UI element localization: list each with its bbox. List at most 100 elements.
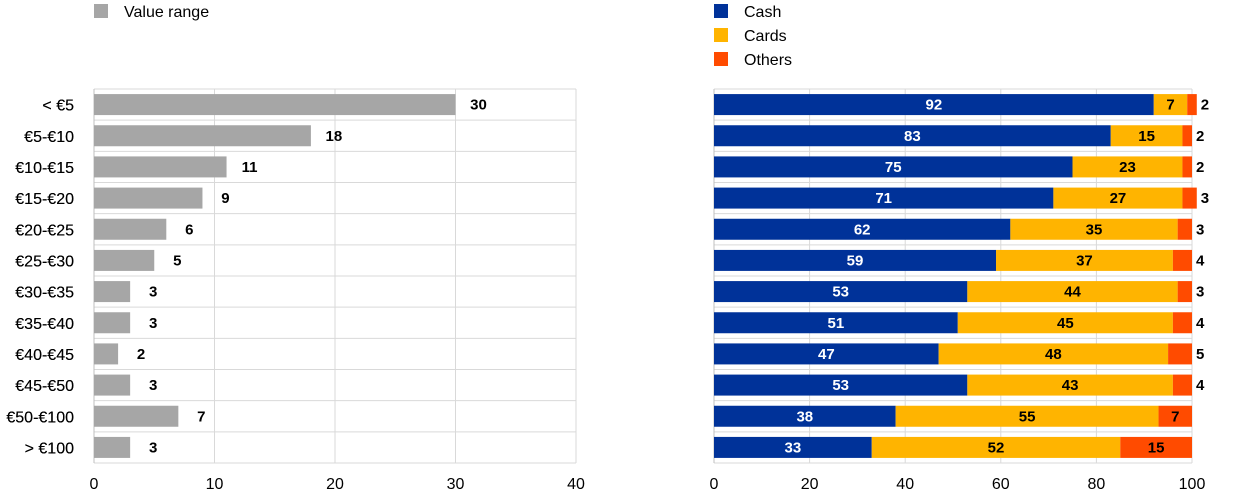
x-tick-label: 40	[567, 476, 585, 493]
category-label: €35-€40	[15, 316, 74, 333]
bar	[1120, 436, 1192, 458]
data-label: 62	[854, 221, 871, 238]
category-label: > €100	[25, 440, 74, 457]
legend-swatch	[714, 28, 728, 42]
bar	[1053, 187, 1183, 209]
bar	[967, 281, 1178, 303]
data-label: 3	[149, 315, 157, 332]
legend-label: Cards	[744, 28, 787, 45]
bar	[967, 374, 1173, 396]
legend-label: Cash	[744, 4, 781, 21]
category-label: €40-€45	[15, 347, 74, 364]
data-label: 3	[149, 284, 157, 301]
data-label: 3	[1201, 190, 1209, 207]
x-tick-label: 0	[90, 476, 99, 493]
bar	[1168, 343, 1192, 365]
category-label: €35-€40	[15, 316, 74, 333]
bar	[94, 281, 131, 303]
bar	[938, 343, 1169, 365]
data-label: 53	[832, 377, 849, 394]
data-label: 7	[1166, 97, 1174, 114]
data-label: 30	[470, 97, 487, 114]
bar	[957, 312, 1173, 334]
data-label: 15	[1148, 439, 1165, 456]
bar	[871, 436, 1121, 458]
bar	[94, 312, 131, 334]
data-label: 3	[149, 377, 157, 394]
bar	[714, 281, 968, 303]
category-label: < €5	[42, 98, 74, 115]
data-label: 5	[173, 252, 181, 269]
bar	[1177, 218, 1192, 240]
data-label: 43	[1062, 377, 1079, 394]
bar	[714, 405, 896, 427]
bar	[714, 343, 939, 365]
bar	[1110, 125, 1183, 147]
x-tick-label: 30	[447, 476, 465, 493]
data-label: 18	[326, 128, 343, 145]
bar	[714, 218, 1011, 240]
bar	[94, 249, 155, 271]
x-tick-label: 10	[206, 476, 224, 493]
bar	[996, 249, 1173, 271]
data-label: 4	[1196, 377, 1205, 394]
data-label: 48	[1045, 346, 1062, 363]
legend-label: Value range	[124, 4, 209, 21]
bar	[94, 187, 203, 209]
category-label: €30-€35	[15, 285, 74, 302]
bar	[714, 125, 1111, 147]
category-label: €25-€30	[15, 253, 74, 270]
bar	[714, 374, 968, 396]
data-label: 37	[1076, 252, 1093, 269]
category-label: €50-€100	[6, 409, 74, 426]
bar	[714, 436, 872, 458]
data-label: 71	[875, 190, 892, 207]
x-tick-label: 80	[1088, 476, 1106, 493]
bar	[94, 374, 131, 396]
category-label: €5-€10	[24, 129, 74, 146]
bar	[1187, 94, 1197, 116]
category-label: €15-€20	[15, 191, 74, 208]
category-label: €25-€30	[15, 253, 74, 270]
data-label: 23	[1119, 159, 1136, 176]
data-label: 83	[904, 128, 921, 145]
bar	[1182, 187, 1197, 209]
data-label: 11	[242, 159, 258, 176]
category-label: €50-€100	[6, 409, 74, 426]
bar	[1182, 156, 1192, 178]
data-label: 5	[1196, 346, 1204, 363]
category-label: €20-€25	[15, 222, 74, 239]
data-label: 75	[885, 159, 902, 176]
bar	[1182, 125, 1192, 147]
bar	[94, 405, 179, 427]
category-label: €30-€35	[15, 285, 74, 302]
x-tick-label: 20	[801, 476, 819, 493]
data-label: 59	[847, 252, 864, 269]
bar	[714, 249, 997, 271]
data-label: 7	[1171, 408, 1179, 425]
legend-label: Others	[744, 52, 792, 69]
data-label: 3	[1196, 284, 1204, 301]
bar	[895, 405, 1159, 427]
legend-swatch	[714, 52, 728, 66]
data-label: 92	[926, 97, 943, 114]
category-label: €5-€10	[24, 129, 74, 146]
data-label: 2	[1196, 128, 1204, 145]
x-tick-label: 0	[710, 476, 719, 493]
data-label: 3	[1196, 221, 1204, 238]
category-label: < €5	[42, 98, 74, 115]
data-label: 15	[1138, 128, 1155, 145]
data-label: 45	[1057, 315, 1074, 332]
bar	[1158, 405, 1192, 427]
category-label: €10-€15	[15, 160, 74, 177]
data-label: 44	[1064, 284, 1081, 301]
bar	[94, 94, 456, 116]
data-label: 2	[1196, 159, 1204, 176]
data-label: 7	[197, 408, 205, 425]
bar	[94, 156, 227, 178]
bar	[1172, 249, 1192, 271]
bar	[94, 218, 167, 240]
bar	[94, 125, 311, 147]
data-label: 2	[1201, 97, 1209, 114]
